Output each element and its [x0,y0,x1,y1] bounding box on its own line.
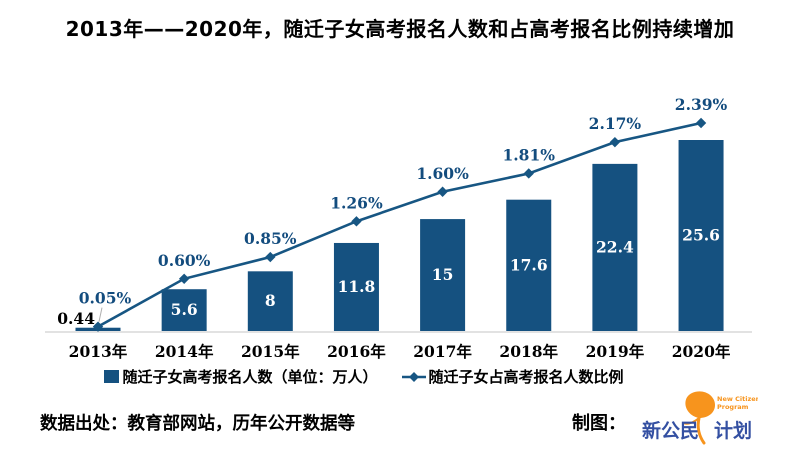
bar-swatch-icon [104,370,120,383]
diamond-marker [178,273,190,284]
x-axis-label: 2014年 [155,342,214,361]
bar-label: 8 [265,291,276,310]
leaf-stem [696,416,706,445]
bar-2020年 [678,140,724,331]
label-leader-line [98,307,103,322]
legend-line-label: 随迁子女占高考报名人数比例 [428,368,624,386]
percent-label: 1.81% [503,145,556,164]
legend-item-line: 随迁子女占高考报名人数比例 [401,366,624,387]
x-axis-label: 2017年 [413,342,472,361]
diamond-marker [609,136,621,148]
new-citizen-program-logo: 新公民 计划 New Citizen Program [642,389,761,447]
diamond-marker [92,321,104,332]
logo-text-right: 计划 [714,419,752,442]
bar-label: 15 [432,265,454,284]
bar-2019年 [592,163,638,331]
footer: 数据出处：教育部网站，历年公开数据等 制图： 新公民 计划 New Citize… [0,387,800,447]
bar-label: 25.6 [682,226,720,245]
credit-label: 制图： [572,413,626,434]
x-axis-label: 2013年 [69,342,128,361]
leaf-branch [682,417,700,425]
percent-label: 0.60% [158,251,211,270]
percent-label: 2.17% [589,114,642,133]
bar-label: 5.6 [171,300,198,319]
percentage-line [97,121,702,328]
credit: 制图： 新公民 计划 New Citizen Program [572,389,761,447]
logo-subtext: New Citizen [717,395,758,403]
bar-2018年 [506,199,552,331]
legend: 随迁子女高考报名人数（单位：万人） 随迁子女占高考报名人数比例 [0,366,728,387]
diamond-marker [437,186,448,197]
x-axis-label: 2016年 [327,342,386,361]
bar-2017年 [420,219,466,331]
data-source-text: 数据出处：教育部网站，历年公开数据等 [40,414,355,434]
bar-2016年 [333,242,379,331]
legend-item-bar: 随迁子女高考报名人数（单位：万人） [104,366,378,387]
x-axis-label: 2019年 [586,342,645,361]
percent-label: 1.60% [416,164,469,183]
chart-title: 2013年——2020年，随迁子女高考报名人数和占高考报名比例持续增加 [65,17,735,41]
combo-chart: 0.44 5.6 8 11.8 15 17.6 22.4 25.6 0.05% 0.60% 0.85… [45,95,752,361]
x-axis-label: 2015年 [241,342,300,361]
diamond-marker [523,168,534,179]
percent-label: 2.39% [675,95,728,114]
percent-label: 1.26% [330,193,383,212]
legend-bar-label: 随迁子女高考报名人数（单位：万人） [122,368,378,386]
line-diamond-marker-icon [401,371,426,382]
x-axis-label: 2020年 [672,342,731,361]
logo-subtext: Program [717,403,749,411]
bar-2015年 [247,271,293,331]
diamond-marker [351,216,362,227]
ginkgo-leaf-icon [685,391,715,418]
x-axis-label: 2018年 [499,342,558,361]
percent-label: 0.85% [244,229,297,248]
logo-text-left: 新公民 [642,419,699,442]
bar-label: 17.6 [510,255,548,274]
bar-label: 22.4 [596,237,634,256]
bar-label: 11.8 [338,277,376,296]
diamond-marker [695,117,707,129]
bar-label: 0.44 [57,309,95,328]
diamond-marker [265,251,276,263]
logo-graphic: 新公民 计划 New Citizen Program [642,391,761,445]
percent-label: 0.05% [79,289,132,308]
bar-2014年 [161,289,207,331]
